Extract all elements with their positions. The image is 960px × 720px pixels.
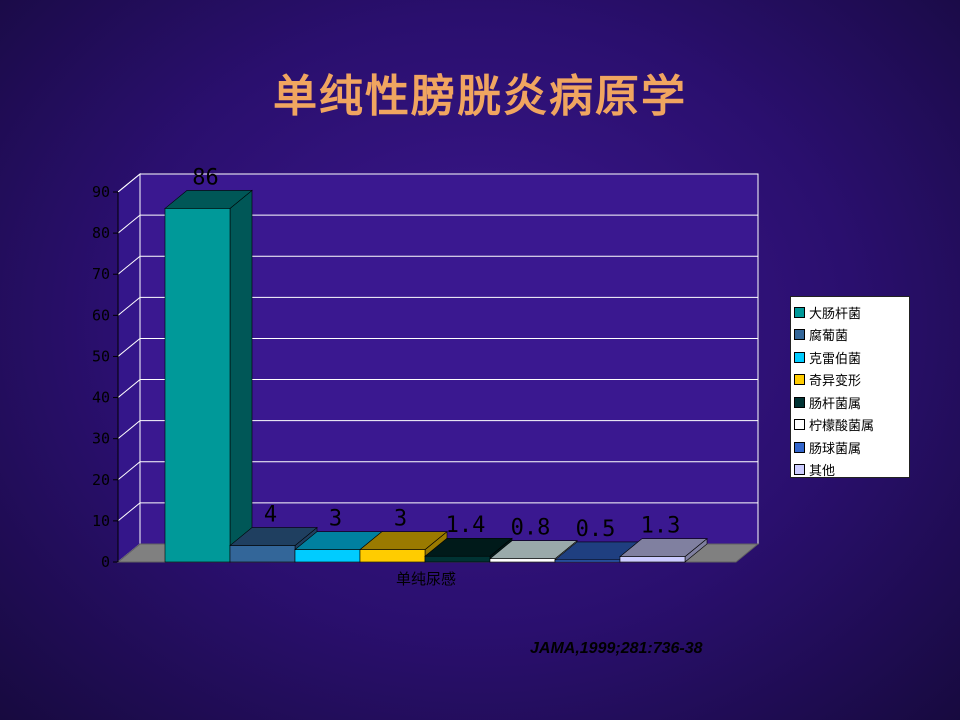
- bar-series-1-side: [229, 189, 253, 563]
- gridline: [117, 214, 758, 234]
- legend-swatch: [794, 351, 805, 363]
- legend-label: 其他: [809, 464, 836, 480]
- legend-label: 肠球菌属: [809, 441, 862, 457]
- legend-item: 肠杆菌属: [794, 391, 906, 414]
- y-tick-label: 0: [101, 553, 110, 571]
- data-label: 0.8: [511, 516, 551, 541]
- y-tick-label: 70: [92, 265, 110, 283]
- gridline: [117, 420, 758, 440]
- gridline: [117, 337, 758, 357]
- legend-swatch: [794, 441, 805, 453]
- gridline: [117, 379, 758, 398]
- legend-label: 大肠杆菌: [809, 306, 862, 322]
- bar-series-6: [489, 558, 556, 563]
- legend-swatch: [794, 396, 805, 408]
- legend-swatch: [794, 329, 805, 341]
- gridline: [117, 296, 758, 316]
- bar-series-8: [619, 556, 686, 563]
- bar-series-7: [554, 559, 621, 563]
- bar-series-3: [294, 549, 361, 563]
- legend-swatch: [794, 464, 805, 476]
- data-label: 3: [394, 507, 407, 532]
- bar-series-1: [164, 208, 231, 563]
- data-label: 86: [192, 165, 219, 190]
- gridline: [117, 461, 758, 481]
- y-tick-label: 30: [92, 430, 110, 448]
- legend-item: 其他: [794, 459, 906, 482]
- data-label: 1.3: [641, 514, 681, 539]
- chart-side-wall: [117, 172, 141, 564]
- data-label: 1.4: [446, 513, 486, 538]
- legend-item: 柠檬酸菌属: [794, 414, 906, 437]
- legend-item: 大肠杆菌: [794, 301, 906, 324]
- slide-title: 单纯性膀胱炎病原学: [273, 71, 687, 122]
- y-tick-label: 90: [92, 183, 110, 201]
- legend-swatch: [794, 306, 805, 318]
- citation-text: JAMA,1999;281:736-38: [530, 640, 703, 657]
- legend-swatch: [794, 419, 805, 431]
- x-category-label: 单纯尿感: [396, 570, 456, 588]
- legend-item: 肠球菌属: [794, 436, 906, 459]
- legend-label: 腐葡菌: [809, 329, 849, 345]
- y-tick-label: 60: [92, 306, 110, 324]
- bar-series-2: [229, 545, 296, 563]
- legend-label: 克雷伯菌: [809, 351, 862, 367]
- legend-item: 奇异变形: [794, 369, 906, 392]
- legend-swatch: [794, 374, 805, 386]
- legend-item: 腐葡菌: [794, 324, 906, 347]
- y-tick-label: 50: [92, 347, 110, 365]
- legend-label: 肠杆菌属: [809, 396, 862, 412]
- y-tick-label: 80: [92, 224, 110, 242]
- gridline: [117, 255, 758, 275]
- legend-label: 奇异变形: [809, 374, 862, 390]
- y-tick-label: 10: [92, 512, 110, 530]
- bar-series-4: [359, 549, 426, 563]
- gridline: [117, 502, 758, 522]
- y-tick-label: 20: [92, 471, 110, 489]
- bar-series-5: [424, 555, 491, 563]
- legend-label: 柠檬酸菌属: [809, 419, 875, 435]
- chart-legend: 大肠杆菌腐葡菌克雷伯菌奇异变形肠杆菌属柠檬酸菌属肠球菌属其他: [790, 296, 910, 479]
- data-label: 3: [329, 507, 342, 532]
- gridline: [117, 173, 758, 193]
- data-label: 4: [264, 503, 277, 528]
- legend-item: 克雷伯菌: [794, 346, 906, 369]
- data-label: 0.5: [576, 517, 616, 542]
- y-tick-label: 40: [92, 389, 110, 407]
